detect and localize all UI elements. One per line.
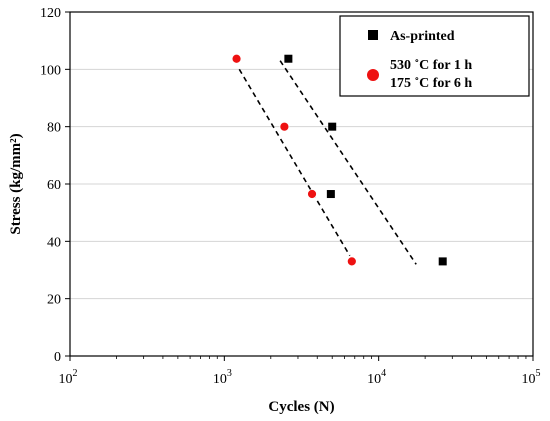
grid-lines <box>70 68 533 300</box>
x-tick-label: 104 <box>367 368 386 387</box>
x-axis-label: Cycles (N) <box>268 399 334 415</box>
legend-marker-square <box>368 30 378 40</box>
trendline-series-1 <box>238 68 351 257</box>
data-point-circle <box>307 189 317 199</box>
x-tick-label: 102 <box>59 368 78 387</box>
y-tick-label: 60 <box>47 178 61 193</box>
data-point-circle <box>346 256 357 267</box>
legend: As-printed 530 ˚C for 1 h 175 ˚C for 6 h <box>339 15 530 97</box>
data-point-square <box>326 190 335 199</box>
legend-label-heat-treated-line-2: 175 ˚C for 6 h <box>390 76 472 91</box>
data-point-circle <box>231 53 242 64</box>
data-point-circle <box>279 121 290 132</box>
y-tick-label: 40 <box>47 235 61 250</box>
data-point-square <box>284 54 293 63</box>
legend-marker-circle <box>367 69 379 81</box>
legend-label-heat-treated-line-1: 530 ˚C for 1 h <box>390 58 472 73</box>
y-tick-label: 80 <box>47 121 61 136</box>
legend-label-as-printed: As-printed <box>390 29 455 44</box>
y-tick-label: 100 <box>40 63 61 78</box>
x-tick-label: 105 <box>522 368 541 387</box>
axis-ticks: 0 20 40 60 80 100 120 102 103 104 105 <box>40 6 541 387</box>
y-tick-label: 20 <box>47 293 61 308</box>
data-point-square <box>328 122 337 131</box>
y-tick-label: 120 <box>40 6 61 21</box>
y-tick-label: 0 <box>54 350 61 365</box>
trendlines <box>238 60 417 265</box>
data-points <box>231 53 447 267</box>
y-axis-label: Stress (kg/mm²) <box>8 133 24 234</box>
trendline-series-0 <box>279 60 417 265</box>
data-point-square <box>438 257 447 266</box>
x-tick-label: 103 <box>213 368 232 387</box>
legend-box <box>339 15 530 97</box>
